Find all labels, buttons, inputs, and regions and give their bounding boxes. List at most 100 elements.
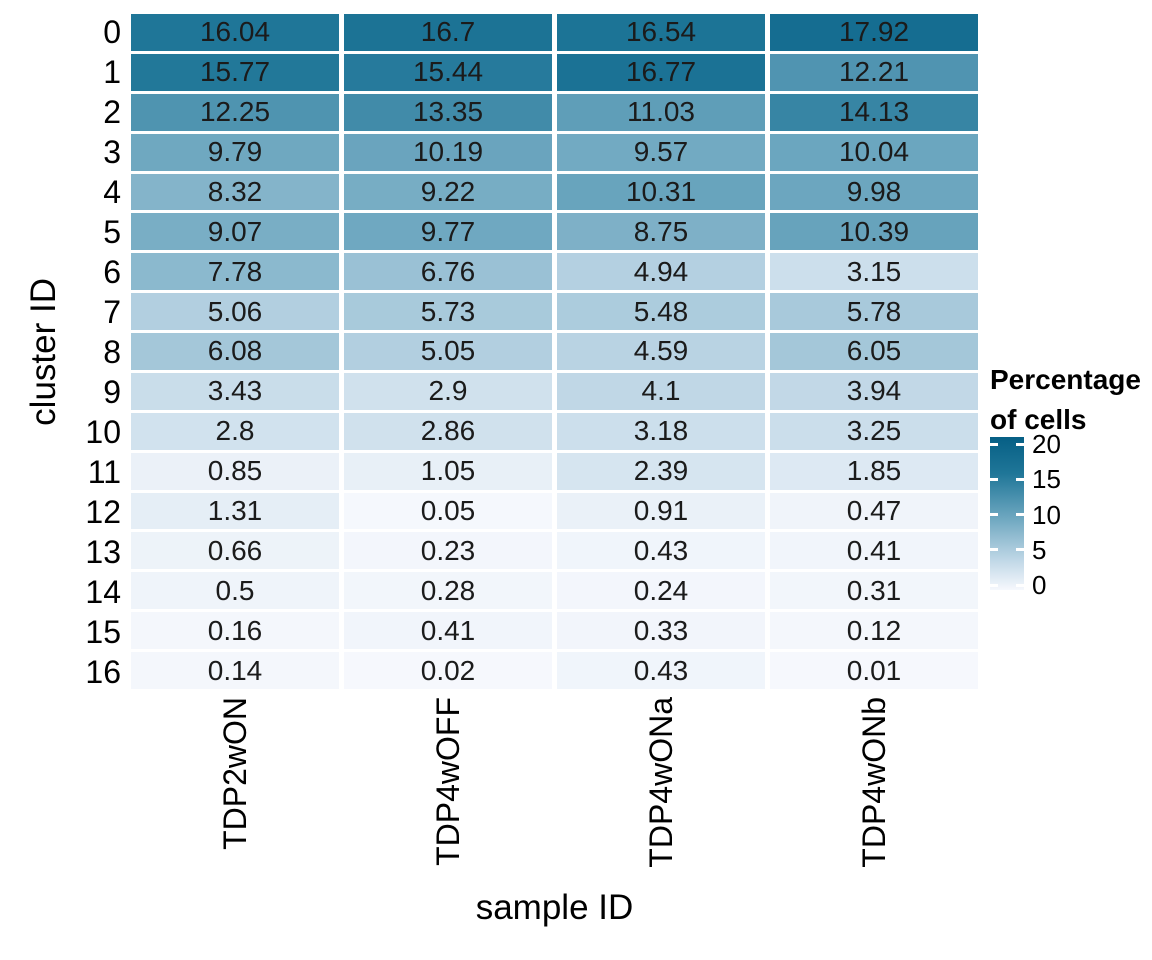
heatmap-cell: 9.57 [557,133,765,171]
heatmap-cell: 0.02 [344,652,552,689]
heatmap-cell: 6.08 [131,333,339,370]
heatmap-cell: 5.05 [344,333,552,370]
heatmap-cell: 6.05 [770,333,978,370]
heatmap-cell: 0.43 [557,532,765,570]
legend-tick-dash [1016,442,1024,446]
heatmap-cell: 17.92 [770,14,978,51]
heatmap-cell: 10.04 [770,133,978,171]
legend-tick-dash [1016,513,1024,516]
heatmap-cell: 0.23 [344,532,552,570]
legend-tick-dash [990,583,998,587]
y-axis-title: cluster ID [22,14,66,689]
heatmap-cell: 0.66 [131,532,339,570]
heatmap-cell: 15.44 [344,53,552,91]
heatmap-cell: 2.9 [344,372,552,410]
y-axis-tick-label: 2 [103,94,121,130]
y-axis-tick-label: 7 [103,294,121,330]
heatmap-cell: 0.01 [770,652,978,689]
heatmap-cell: 0.31 [770,572,978,610]
heatmap-cell: 10.19 [344,133,552,171]
heatmap-cell: 9.07 [131,213,339,251]
heatmap-cell: 0.14 [131,652,339,689]
legend-tick-dash [990,477,998,481]
heatmap-cell: 2.39 [557,452,765,490]
legend-tick-dash [1016,583,1024,587]
x-axis-title: sample ID [475,888,634,927]
legend-tick-label: 0 [1032,570,1047,600]
heatmap-cell: 0.43 [557,652,765,689]
heatmap-cell: 6.76 [344,253,552,291]
x-axis-tick-cell: TDP4wOFF [344,697,552,882]
y-axis-tick-label: 15 [85,614,121,650]
legend-title-line2: of cells [990,404,1087,435]
heatmap-cell: 0.91 [557,492,765,530]
heatmap-cell: 0.16 [131,612,339,650]
y-axis-tick-label: 8 [103,334,121,370]
y-axis-tick-label: 10 [85,414,121,450]
y-axis-tick-labels: 0 1 2 3 4 5 6 7 8 9 10 11 12 13 14 15 16 [0,14,121,690]
heatmap-cell: 7.78 [131,253,339,291]
heatmap-cell: 5.73 [344,293,552,331]
heatmap-cell: 2.8 [131,412,339,450]
legend-tick-label: 20 [1032,429,1061,459]
y-axis-tick-label: 1 [103,54,121,90]
legend-tick-label: 5 [1032,534,1047,565]
heatmap-cell: 9.22 [344,173,552,211]
heatmap-cell: 10.31 [557,173,765,211]
heatmap-cell: 16.54 [557,14,765,51]
heatmap-cell: 0.85 [131,452,339,490]
heatmap-cell: 10.39 [770,213,978,251]
heatmap-cell: 5.78 [770,293,978,331]
heatmap-cell: 8.75 [557,213,765,251]
heatmap-cell: 3.15 [770,253,978,291]
heatmap-cell: 0.28 [344,572,552,610]
x-axis-tick-cell: TDP2wON [131,697,339,882]
heatmap-cell: 5.06 [131,293,339,331]
x-axis-tick-cell: TDP4wONa [557,697,765,882]
x-axis-tick-label: TDP4wONa [642,697,679,868]
heatmap-cell: 8.32 [131,173,339,211]
x-axis-tick-labels: TDP2wON TDP4wOFF TDP4wONa TDP4wONb [131,697,978,882]
legend-tick-label: 15 [1032,464,1061,495]
heatmap-cell: 16.77 [557,53,765,91]
heatmap-cell: 13.35 [344,93,552,131]
heatmap-cell: 12.21 [770,53,978,91]
heatmap-cell: 0.12 [770,612,978,650]
y-axis-tick-label: 14 [85,574,121,610]
y-axis-tick-label: 3 [103,134,121,170]
heatmap-cell: 4.59 [557,333,765,370]
heatmap-cell: 0.24 [557,572,765,610]
heatmap-cell: 4.1 [557,372,765,410]
heatmap-cell: 0.41 [770,532,978,570]
y-axis-tick-label: 11 [87,454,121,490]
x-axis-tick-cell: TDP4wONb [770,697,978,882]
y-axis-tick-label: 6 [103,254,121,290]
heatmap-cell: 12.25 [131,93,339,131]
legend-tick-dash [1016,548,1024,552]
y-axis-tick-label: 5 [103,214,121,250]
legend-tick-dash [990,442,998,446]
heatmap-cell: 2.86 [344,412,552,450]
heatmap-cell: 1.31 [131,492,339,530]
y-axis-tick-label: 0 [103,14,121,50]
heatmap-cell: 3.18 [557,412,765,450]
legend-tick-label: 10 [1032,499,1061,530]
heatmap-cell: 9.77 [344,213,552,251]
heatmap-cell: 0.41 [344,612,552,650]
heatmap-cell: 1.85 [770,452,978,490]
heatmap-cell: 16.04 [131,14,339,51]
heatmap-cell: 3.43 [131,372,339,410]
heatmap-cell: 3.25 [770,412,978,450]
heatmap-cell: 0.33 [557,612,765,650]
heatmap-cell: 1.05 [344,452,552,490]
heatmap-cell: 0.47 [770,492,978,530]
heatmap-cell: 4.94 [557,253,765,291]
legend-title-line1: Percentage [990,364,1141,395]
y-axis-tick-label: 16 [85,654,121,690]
y-axis-title-text: cluster ID [24,277,63,426]
y-axis-tick-label: 4 [103,174,121,210]
y-axis-tick-label: 9 [103,374,121,410]
y-axis-tick-label: 12 [85,494,121,530]
heatmap-cell: 9.98 [770,173,978,211]
